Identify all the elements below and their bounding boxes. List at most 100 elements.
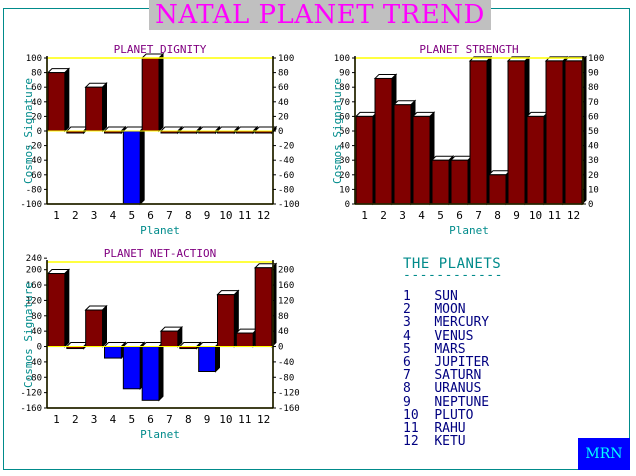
- bar-2: [65, 341, 89, 350]
- bar-front-face: [235, 332, 254, 348]
- x-tick-label: 5: [128, 413, 135, 426]
- x-tick-label: 11: [548, 209, 561, 222]
- x-tick-label: 2: [72, 413, 79, 426]
- bar-side-face: [177, 325, 183, 348]
- right-tick-label: 50: [588, 127, 599, 137]
- legend-item-name: MERCURY: [434, 315, 490, 331]
- legend-item: 9 NEPTUNE: [403, 396, 503, 409]
- left-tick-label: 0: [37, 343, 42, 353]
- mrn-badge[interactable]: MRN: [578, 438, 630, 470]
- legend-item-name: SATURN: [434, 368, 482, 384]
- bar-5: [122, 125, 146, 206]
- x-tick-label: 1: [361, 209, 368, 222]
- legend-item-name: MOON: [434, 302, 466, 318]
- x-tick-label: 11: [238, 209, 251, 222]
- left-tick-label: 50: [339, 127, 350, 137]
- bar-side-face: [158, 341, 164, 402]
- right-tick-label: 0: [278, 343, 283, 353]
- x-tick-label: 8: [185, 413, 192, 426]
- left-tick-label: -120: [20, 389, 42, 399]
- right-tick-label: 80: [278, 312, 289, 322]
- right-tick-label: 70: [588, 98, 599, 108]
- legend-item-number: 7: [403, 368, 411, 384]
- right-tick-label: -80: [278, 373, 294, 383]
- bar-6: [140, 341, 165, 402]
- bar-front-face: [104, 346, 122, 359]
- legend-item-number: 11: [403, 421, 419, 437]
- x-axis-label: Planet: [449, 224, 489, 237]
- legend-item-name: PLUTO: [434, 407, 474, 423]
- right-tick-label: 60: [588, 112, 599, 122]
- legend-item-number: 3: [403, 315, 411, 331]
- bar-side-face: [64, 268, 70, 348]
- x-tick-label: 9: [513, 209, 520, 222]
- bar-front-face: [254, 267, 273, 348]
- legend-item-name: VENUS: [434, 328, 474, 344]
- right-tick-label: 120: [278, 296, 294, 306]
- legend-item-number: 4: [403, 328, 411, 344]
- bar-front-face: [198, 346, 217, 372]
- right-tick-label: 30: [588, 156, 599, 166]
- right-tick-label: -100: [278, 200, 300, 210]
- right-tick-label: 200: [278, 266, 294, 276]
- bar-front-face: [217, 294, 235, 348]
- legend-item-number: 2: [403, 302, 411, 318]
- left-tick-label: 80: [339, 83, 350, 93]
- left-tick-label: 70: [339, 98, 350, 108]
- x-tick-label: 10: [529, 209, 542, 222]
- x-tick-label: 12: [257, 209, 270, 222]
- legend-rule: ------------: [403, 268, 503, 283]
- bar-side-face: [102, 304, 107, 348]
- x-tick-label: 5: [128, 209, 135, 222]
- chart-title: PLANET STRENGTH: [419, 43, 518, 56]
- right-tick-label: 20: [588, 171, 599, 181]
- x-tick-label: 6: [147, 209, 154, 222]
- bar-front-face: [141, 346, 160, 401]
- bar-1: [46, 67, 71, 133]
- chart-title: PLANET NET-ACTION: [104, 247, 217, 260]
- right-tick-label: -60: [278, 171, 294, 181]
- bar-front-face: [160, 330, 179, 348]
- right-tick-label: 40: [278, 98, 289, 108]
- left-tick-label: -40: [26, 156, 42, 166]
- x-tick-label: 6: [147, 413, 154, 426]
- legend-item: 12 KETU: [403, 435, 503, 448]
- x-tick-label: 3: [91, 413, 98, 426]
- left-tick-label: 0: [37, 127, 42, 137]
- right-tick-label: 100: [278, 54, 294, 64]
- x-tick-label: 8: [185, 209, 192, 222]
- x-tick-label: 7: [166, 209, 173, 222]
- left-tick-label: 40: [31, 98, 42, 108]
- chart-title: PLANET DIGNITY: [114, 43, 207, 56]
- legend-item-name: JUPITER: [434, 355, 490, 371]
- x-axis-label: Planet: [140, 224, 180, 237]
- legend-item-number: 9: [403, 394, 411, 410]
- legend-title: THE PLANETS: [403, 256, 502, 272]
- left-tick-label: 60: [339, 112, 350, 122]
- x-tick-label: 2: [380, 209, 387, 222]
- legend-item-number: 1: [403, 289, 411, 304]
- left-tick-label: 20: [31, 112, 42, 122]
- left-tick-label: 80: [31, 312, 42, 322]
- left-tick-label: 90: [339, 69, 350, 79]
- x-tick-label: 7: [166, 413, 173, 426]
- x-tick-label: 11: [238, 413, 251, 426]
- right-tick-label: -120: [278, 389, 300, 399]
- left-tick-label: -40: [26, 358, 42, 368]
- left-tick-label: -80: [26, 185, 42, 195]
- bar-8: [178, 341, 202, 350]
- left-tick-label: 120: [26, 296, 42, 306]
- x-tick-label: 10: [219, 413, 232, 426]
- right-tick-label: 40: [588, 142, 599, 152]
- y-axis-label: Cosmos Signature: [22, 282, 35, 388]
- right-tick-label: 20: [278, 112, 289, 122]
- legend-item: 5 MARS: [403, 343, 503, 356]
- right-tick-label: -20: [278, 142, 294, 152]
- bar-front-face: [85, 309, 103, 348]
- x-tick-label: 9: [204, 209, 211, 222]
- x-tick-label: 3: [399, 209, 406, 222]
- left-tick-label: 10: [339, 185, 350, 195]
- legend-list: 1 SUN 2 MOON 3 MERCURY 4 VENUS 5 MARS 6 JUPIT…: [403, 290, 503, 448]
- left-tick-label: 240: [26, 254, 42, 264]
